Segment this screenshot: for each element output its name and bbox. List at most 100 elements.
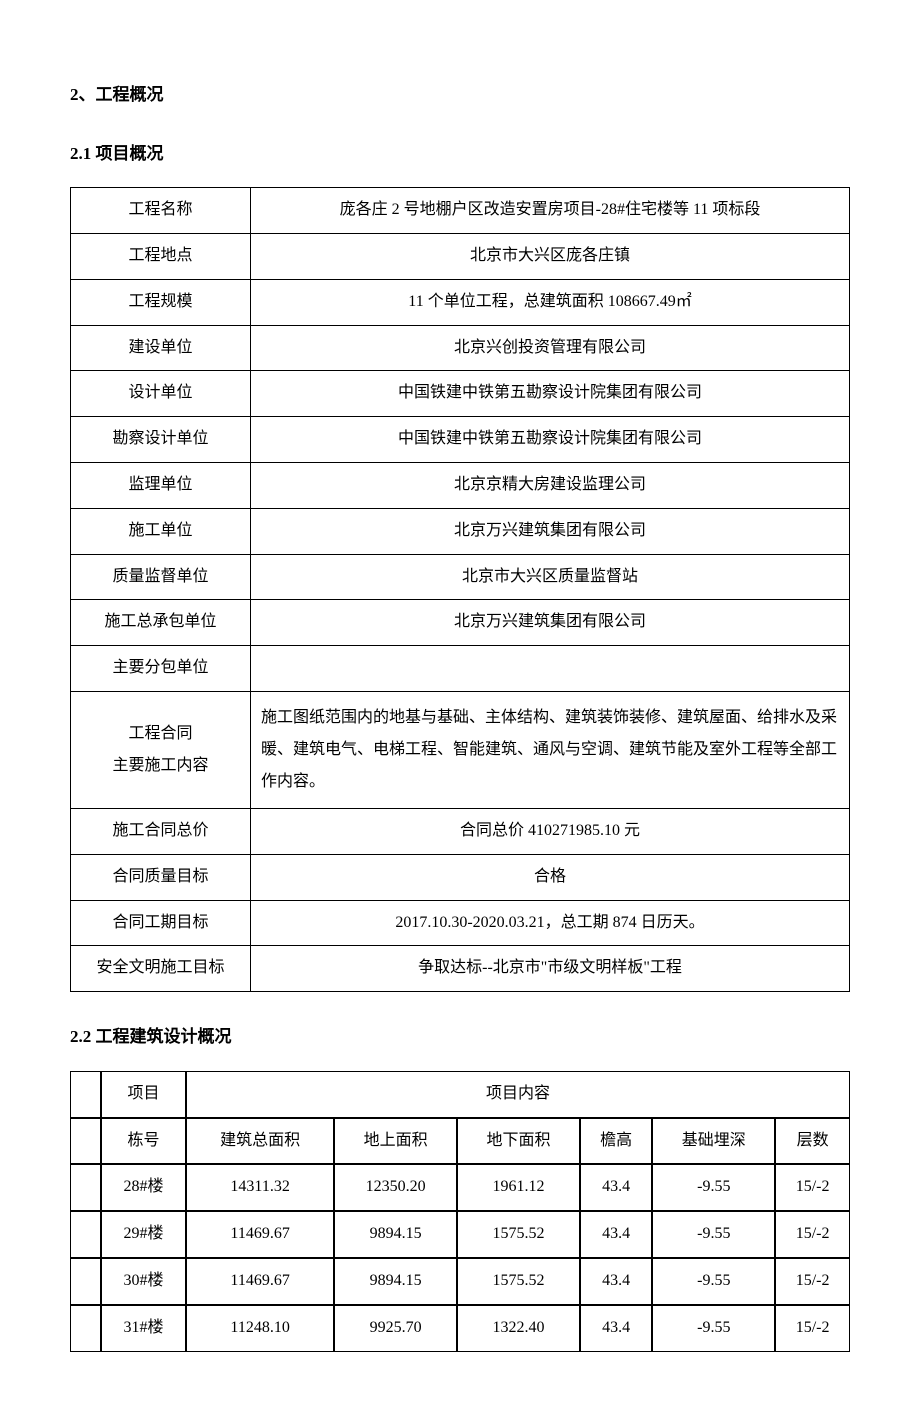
value-cell: 争取达标--北京市"市级文明样板"工程 xyxy=(251,946,850,992)
empty-cell xyxy=(71,1164,101,1211)
label-line2: 主要施工内容 xyxy=(112,757,208,774)
data-cell: 11469.67 xyxy=(186,1211,334,1258)
data-cell: 14311.32 xyxy=(186,1164,334,1211)
value-cell: 11 个单位工程，总建筑面积 108667.49㎡ xyxy=(251,279,850,325)
data-cell: 28#楼 xyxy=(101,1164,186,1211)
value-cell: 中国铁建中铁第五勘察设计院集团有限公司 xyxy=(251,371,850,417)
label-cell: 合同工期目标 xyxy=(71,900,251,946)
value-cell: 施工图纸范围内的地基与基础、主体结构、建筑装饰装修、建筑屋面、给排水及采暖、建筑… xyxy=(251,691,850,808)
value-cell: 北京兴创投资管理有限公司 xyxy=(251,325,850,371)
data-cell: 15/-2 xyxy=(775,1211,849,1258)
label-cell: 工程规模 xyxy=(71,279,251,325)
data-cell: -9.55 xyxy=(652,1258,775,1305)
label-cell: 监理单位 xyxy=(71,462,251,508)
table-row: 监理单位 北京京精大房建设监理公司 xyxy=(71,462,850,508)
project-overview-table: 工程名称 庞各庄 2 号地棚户区改造安置房项目-28#住宅楼等 11 项标段 工… xyxy=(70,187,850,992)
data-cell: 43.4 xyxy=(580,1305,652,1351)
table-row: 施工合同总价 合同总价 410271985.10 元 xyxy=(71,808,850,854)
subheader-cell: 基础埋深 xyxy=(652,1118,775,1165)
subheader-cell: 地上面积 xyxy=(334,1118,457,1165)
data-cell: 43.4 xyxy=(580,1258,652,1305)
header-cell: 项目 xyxy=(101,1072,186,1118)
data-cell: -9.55 xyxy=(652,1305,775,1351)
value-cell: 北京市大兴区质量监督站 xyxy=(251,554,850,600)
subheader-cell: 层数 xyxy=(775,1118,849,1165)
table-row: 质量监督单位 北京市大兴区质量监督站 xyxy=(71,554,850,600)
table-row-contract-content: 工程合同 主要施工内容 施工图纸范围内的地基与基础、主体结构、建筑装饰装修、建筑… xyxy=(71,691,850,808)
table-row: 施工单位 北京万兴建筑集团有限公司 xyxy=(71,508,850,554)
data-cell: 1961.12 xyxy=(457,1164,580,1211)
table-subheader-row: 栋号 建筑总面积 地上面积 地下面积 檐高 基础埋深 层数 xyxy=(71,1118,849,1165)
label-cell: 建设单位 xyxy=(71,325,251,371)
table-row: 合同工期目标 2017.10.30-2020.03.21，总工期 874 日历天… xyxy=(71,900,850,946)
label-cell: 勘察设计单位 xyxy=(71,417,251,463)
label-cell: 工程合同 主要施工内容 xyxy=(71,691,251,808)
data-cell: 9894.15 xyxy=(334,1258,457,1305)
data-cell: 1575.52 xyxy=(457,1258,580,1305)
value-cell: 2017.10.30-2020.03.21，总工期 874 日历天。 xyxy=(251,900,850,946)
data-cell: 15/-2 xyxy=(775,1164,849,1211)
subheader-cell: 檐高 xyxy=(580,1118,652,1165)
header-cell: 项目内容 xyxy=(186,1072,849,1118)
data-cell: 31#楼 xyxy=(101,1305,186,1351)
building-design-table: 项目 项目内容 栋号 建筑总面积 地上面积 地下面积 檐高 基础埋深 层数 28… xyxy=(70,1071,850,1352)
table-row: 29#楼 11469.67 9894.15 1575.52 43.4 -9.55… xyxy=(71,1211,849,1258)
empty-cell xyxy=(71,1118,101,1165)
value-cell: 合同总价 410271985.10 元 xyxy=(251,808,850,854)
value-cell: 庞各庄 2 号地棚户区改造安置房项目-28#住宅楼等 11 项标段 xyxy=(251,188,850,234)
subheader-cell: 地下面积 xyxy=(457,1118,580,1165)
label-cell: 主要分包单位 xyxy=(71,646,251,692)
data-cell: 1322.40 xyxy=(457,1305,580,1351)
label-line1: 工程合同 xyxy=(128,725,192,742)
value-cell: 北京市大兴区庞各庄镇 xyxy=(251,233,850,279)
label-cell: 施工总承包单位 xyxy=(71,600,251,646)
table-row: 施工总承包单位 北京万兴建筑集团有限公司 xyxy=(71,600,850,646)
label-cell: 施工单位 xyxy=(71,508,251,554)
data-cell: 43.4 xyxy=(580,1211,652,1258)
table-row: 安全文明施工目标 争取达标--北京市"市级文明样板"工程 xyxy=(71,946,850,992)
value-cell: 北京万兴建筑集团有限公司 xyxy=(251,600,850,646)
table-row: 30#楼 11469.67 9894.15 1575.52 43.4 -9.55… xyxy=(71,1258,849,1305)
data-cell: 43.4 xyxy=(580,1164,652,1211)
table-row: 28#楼 14311.32 12350.20 1961.12 43.4 -9.5… xyxy=(71,1164,849,1211)
table-row: 工程规模 11 个单位工程，总建筑面积 108667.49㎡ xyxy=(71,279,850,325)
empty-cell xyxy=(71,1211,101,1258)
label-cell: 质量监督单位 xyxy=(71,554,251,600)
label-cell: 施工合同总价 xyxy=(71,808,251,854)
data-cell: 30#楼 xyxy=(101,1258,186,1305)
data-cell: -9.55 xyxy=(652,1164,775,1211)
table-row: 勘察设计单位 中国铁建中铁第五勘察设计院集团有限公司 xyxy=(71,417,850,463)
table-row: 主要分包单位 xyxy=(71,646,850,692)
table-row: 建设单位 北京兴创投资管理有限公司 xyxy=(71,325,850,371)
label-cell: 工程地点 xyxy=(71,233,251,279)
data-cell: 11248.10 xyxy=(186,1305,334,1351)
label-cell: 合同质量目标 xyxy=(71,854,251,900)
table-row: 合同质量目标 合格 xyxy=(71,854,850,900)
data-cell: 12350.20 xyxy=(334,1164,457,1211)
label-cell: 工程名称 xyxy=(71,188,251,234)
data-cell: 9894.15 xyxy=(334,1211,457,1258)
table-row: 31#楼 11248.10 9925.70 1322.40 43.4 -9.55… xyxy=(71,1305,849,1351)
data-cell: 11469.67 xyxy=(186,1258,334,1305)
table-row: 工程地点 北京市大兴区庞各庄镇 xyxy=(71,233,850,279)
section-heading-2-2: 2.2 工程建筑设计概况 xyxy=(70,1022,850,1053)
data-cell: -9.55 xyxy=(652,1211,775,1258)
table-row: 设计单位 中国铁建中铁第五勘察设计院集团有限公司 xyxy=(71,371,850,417)
label-cell: 设计单位 xyxy=(71,371,251,417)
label-cell: 安全文明施工目标 xyxy=(71,946,251,992)
table-header-row: 项目 项目内容 xyxy=(71,1072,849,1118)
data-cell: 15/-2 xyxy=(775,1258,849,1305)
table-row: 工程名称 庞各庄 2 号地棚户区改造安置房项目-28#住宅楼等 11 项标段 xyxy=(71,188,850,234)
section-heading-2-1: 2.1 项目概况 xyxy=(70,139,850,170)
empty-cell xyxy=(71,1072,101,1118)
value-cell: 合格 xyxy=(251,854,850,900)
data-cell: 15/-2 xyxy=(775,1305,849,1351)
data-cell: 29#楼 xyxy=(101,1211,186,1258)
value-cell: 中国铁建中铁第五勘察设计院集团有限公司 xyxy=(251,417,850,463)
value-cell: 北京京精大房建设监理公司 xyxy=(251,462,850,508)
subheader-cell: 栋号 xyxy=(101,1118,186,1165)
value-cell: 北京万兴建筑集团有限公司 xyxy=(251,508,850,554)
value-cell xyxy=(251,646,850,692)
subheader-cell: 建筑总面积 xyxy=(186,1118,334,1165)
section-heading-2: 2、工程概况 xyxy=(70,80,850,111)
